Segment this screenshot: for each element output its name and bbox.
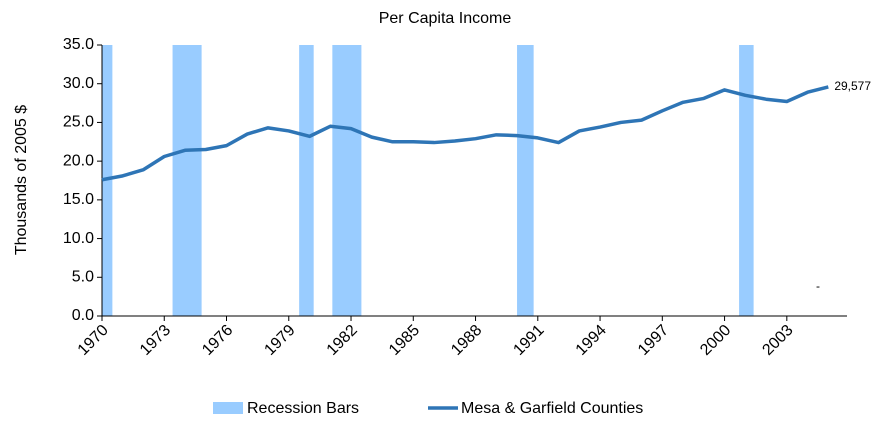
x-tick-label: 1982 bbox=[324, 322, 361, 359]
x-tick-label: 1991 bbox=[510, 322, 547, 359]
y-tick-label: 25.0 bbox=[63, 114, 94, 131]
y-tick-label: 15.0 bbox=[63, 191, 94, 208]
y-axis-label: Thousands of 2005 $ bbox=[13, 105, 30, 255]
recession-bar bbox=[299, 45, 314, 316]
legend-swatch bbox=[213, 402, 243, 414]
recession-bar bbox=[517, 45, 534, 316]
x-tick-label: 1985 bbox=[386, 322, 423, 359]
x-tick-label: 2000 bbox=[697, 322, 734, 359]
x-tick-label: 1973 bbox=[137, 322, 174, 359]
x-tick-label: 1979 bbox=[261, 322, 298, 359]
y-tick-label: 35.0 bbox=[63, 36, 94, 53]
x-tick-label: 1976 bbox=[199, 322, 236, 359]
x-tick-label: 1970 bbox=[75, 322, 112, 359]
recession-bar bbox=[739, 45, 754, 316]
x-tick-label: 2003 bbox=[759, 322, 796, 359]
recession-bar bbox=[172, 45, 202, 316]
legend-label: Recession Bars bbox=[247, 400, 359, 417]
y-tick-label: 0.0 bbox=[72, 307, 94, 324]
x-tick-label: 1994 bbox=[573, 322, 610, 359]
y-tick-label: 5.0 bbox=[72, 269, 94, 286]
data-line bbox=[101, 85, 829, 182]
y-tick-label: 20.0 bbox=[63, 152, 94, 169]
x-tick-label: 1997 bbox=[635, 322, 672, 359]
data-label: 29,577 bbox=[834, 79, 871, 93]
annotation: - bbox=[816, 279, 820, 293]
y-tick-label: 30.0 bbox=[63, 75, 94, 92]
y-tick-label: 10.0 bbox=[63, 230, 94, 247]
chart-title: Per Capita Income bbox=[379, 10, 512, 27]
recession-bar bbox=[332, 45, 362, 316]
x-tick-label: 1988 bbox=[448, 322, 485, 359]
legend-label: Mesa & Garfield Counties bbox=[461, 400, 643, 417]
